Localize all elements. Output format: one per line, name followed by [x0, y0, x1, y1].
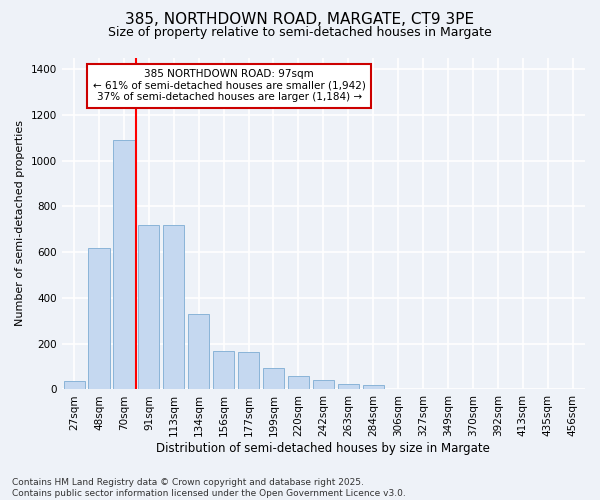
Bar [113, 140, 134, 390]
Bar [188, 314, 209, 390]
X-axis label: Distribution of semi-detached houses by size in Margate: Distribution of semi-detached houses by … [157, 442, 490, 455]
Bar [213, 350, 234, 390]
Bar [138, 224, 160, 390]
Bar [338, 384, 359, 390]
Bar [288, 376, 309, 390]
Text: 385 NORTHDOWN ROAD: 97sqm
← 61% of semi-detached houses are smaller (1,942)
37% : 385 NORTHDOWN ROAD: 97sqm ← 61% of semi-… [92, 69, 365, 102]
Bar [238, 352, 259, 390]
Bar [313, 380, 334, 390]
Bar [263, 368, 284, 390]
Text: 385, NORTHDOWN ROAD, MARGATE, CT9 3PE: 385, NORTHDOWN ROAD, MARGATE, CT9 3PE [125, 12, 475, 28]
Bar [163, 224, 184, 390]
Text: Contains HM Land Registry data © Crown copyright and database right 2025.
Contai: Contains HM Land Registry data © Crown c… [12, 478, 406, 498]
Y-axis label: Number of semi-detached properties: Number of semi-detached properties [15, 120, 25, 326]
Bar [362, 385, 384, 390]
Bar [64, 382, 85, 390]
Bar [88, 248, 110, 390]
Text: Size of property relative to semi-detached houses in Margate: Size of property relative to semi-detach… [108, 26, 492, 39]
